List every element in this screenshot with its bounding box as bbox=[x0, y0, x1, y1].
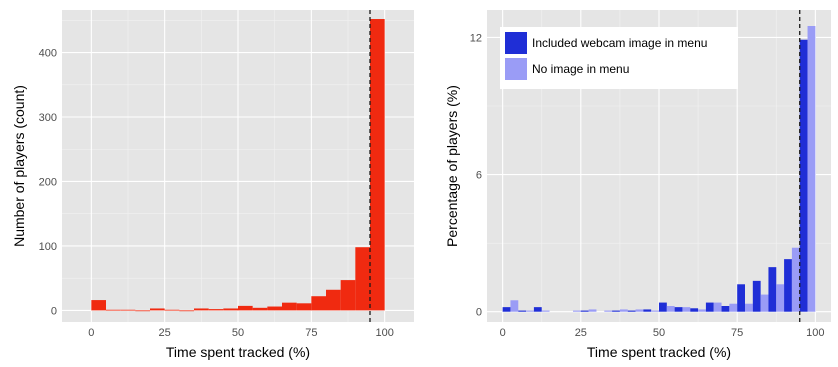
x-tick-label: 75 bbox=[305, 327, 317, 339]
histogram-bar bbox=[208, 309, 224, 311]
right-x-tick-labels: 0 25 50 75 100 bbox=[500, 327, 825, 339]
bar-webcam bbox=[721, 306, 730, 312]
x-tick-label: 100 bbox=[806, 327, 824, 339]
histogram-bar bbox=[135, 310, 150, 312]
bar-no-image bbox=[510, 300, 519, 312]
x-tick-label: 75 bbox=[731, 327, 743, 339]
right-bars bbox=[502, 26, 816, 312]
bar-webcam bbox=[612, 310, 620, 312]
bar-no-image bbox=[698, 309, 706, 312]
histogram-bar bbox=[91, 300, 106, 311]
left-y-axis-title: Number of players (count) bbox=[11, 85, 27, 247]
bar-webcam bbox=[502, 307, 511, 312]
bar-no-image bbox=[619, 309, 628, 312]
histogram-bar bbox=[370, 19, 385, 311]
bar-no-image bbox=[541, 310, 550, 312]
bar-webcam bbox=[705, 302, 714, 312]
histogram-bar bbox=[340, 280, 356, 311]
legend-swatch-webcam bbox=[505, 32, 527, 54]
histogram-bar bbox=[296, 303, 312, 311]
histogram-bar bbox=[106, 309, 121, 311]
bar-webcam bbox=[518, 310, 527, 312]
legend-swatch-no-image bbox=[505, 58, 527, 80]
histogram-bar bbox=[238, 305, 253, 311]
histogram-bar bbox=[194, 308, 209, 311]
x-tick-label: 25 bbox=[159, 327, 171, 339]
bar-webcam bbox=[643, 309, 652, 312]
bar-no-image bbox=[604, 310, 613, 312]
y-tick-label: 100 bbox=[39, 241, 57, 253]
x-tick-label: 50 bbox=[232, 327, 244, 339]
bar-webcam bbox=[659, 302, 667, 312]
legend-box bbox=[500, 27, 738, 89]
x-tick-label: 0 bbox=[88, 327, 94, 339]
right-chart: 0 25 50 75 100 0 6 12 Time spent tracked (%) P… bbox=[444, 10, 831, 360]
y-tick-label: 300 bbox=[39, 112, 57, 124]
y-tick-label: 0 bbox=[476, 307, 482, 319]
bar-webcam bbox=[752, 280, 761, 312]
bar-webcam bbox=[533, 307, 542, 312]
legend-label-webcam: Included webcam image in menu bbox=[532, 36, 707, 50]
bar-no-image bbox=[573, 310, 581, 312]
bar-no-image bbox=[635, 309, 644, 312]
y-tick-label: 12 bbox=[470, 32, 482, 44]
bar-no-image bbox=[745, 303, 753, 312]
histogram-bar bbox=[120, 309, 136, 311]
bar-no-image bbox=[666, 306, 675, 312]
bar-no-image bbox=[760, 294, 769, 312]
x-tick-label: 25 bbox=[575, 327, 587, 339]
histogram-bar bbox=[326, 289, 341, 311]
right-x-axis-title: Time spent tracked (%) bbox=[587, 344, 731, 360]
histogram-bar bbox=[164, 309, 180, 311]
y-tick-label: 400 bbox=[39, 48, 57, 60]
left-y-tick-labels: 0 100 200 300 400 bbox=[39, 48, 57, 318]
left-chart: 0 25 50 75 100 0 100 200 300 400 Time spent trac… bbox=[11, 10, 414, 360]
x-tick-label: 50 bbox=[653, 327, 665, 339]
bar-no-image bbox=[729, 303, 738, 312]
bar-webcam bbox=[627, 310, 636, 312]
bar-webcam bbox=[674, 307, 683, 312]
bar-no-image bbox=[713, 302, 722, 312]
legend: Included webcam image in menu No image i… bbox=[500, 27, 738, 89]
bar-no-image bbox=[526, 310, 534, 312]
histogram-bar bbox=[355, 247, 370, 311]
bar-webcam bbox=[580, 310, 589, 312]
left-x-tick-labels: 0 25 50 75 100 bbox=[88, 327, 394, 339]
left-x-axis-title: Time spent tracked (%) bbox=[166, 344, 310, 360]
x-tick-label: 0 bbox=[500, 327, 506, 339]
right-y-tick-labels: 0 6 12 bbox=[470, 32, 482, 318]
bar-no-image bbox=[807, 26, 816, 312]
legend-label-no-image: No image in menu bbox=[532, 62, 629, 76]
y-tick-label: 6 bbox=[476, 170, 482, 182]
histogram-bar bbox=[282, 302, 297, 311]
bar-no-image bbox=[791, 247, 800, 312]
bar-webcam bbox=[784, 259, 792, 312]
bar-no-image bbox=[651, 310, 659, 312]
y-tick-label: 0 bbox=[51, 305, 57, 317]
y-tick-label: 200 bbox=[39, 176, 57, 188]
bar-webcam bbox=[737, 284, 745, 312]
bar-webcam bbox=[799, 39, 808, 312]
histogram-bar bbox=[179, 310, 194, 312]
bar-webcam bbox=[768, 267, 777, 312]
histogram-bar bbox=[150, 308, 165, 311]
right-y-axis-title: Percentage of players (%) bbox=[444, 85, 460, 247]
histogram-bar bbox=[267, 306, 282, 311]
x-tick-label: 100 bbox=[375, 327, 393, 339]
left-bars bbox=[91, 19, 385, 312]
bar-no-image bbox=[776, 284, 785, 312]
histogram-bar bbox=[252, 307, 268, 311]
bar-no-image bbox=[682, 307, 691, 312]
histogram-bar bbox=[311, 296, 326, 311]
histogram-bar bbox=[223, 308, 238, 311]
bar-webcam bbox=[690, 308, 699, 312]
bar-no-image bbox=[588, 309, 597, 312]
